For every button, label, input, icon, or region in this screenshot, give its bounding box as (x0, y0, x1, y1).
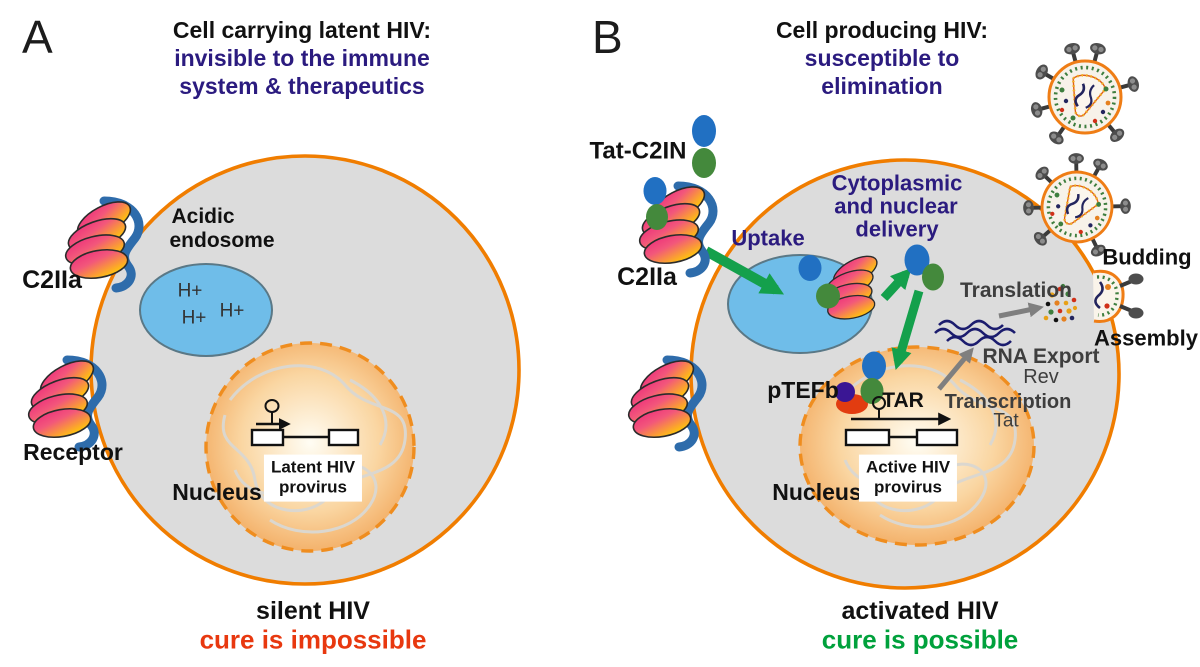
active-provirus-line1: Active HIV (865, 457, 951, 477)
cargo-green-oval (816, 283, 840, 309)
translation-label: Translation (959, 279, 1073, 303)
uptake-arrow (703, 246, 785, 295)
panel-b-title-line3: elimination (821, 73, 943, 100)
tat-c2in-dimer-icon (692, 115, 716, 178)
silent-hiv-label: silent HIV (256, 597, 370, 625)
active-provirus-diagram (844, 396, 959, 447)
rev-label: Rev (1023, 365, 1059, 388)
panel-b-title-line1: Cell producing HIV: (775, 17, 989, 44)
latent-provirus-line2: provirus (278, 478, 348, 497)
panel-b-title-line2: susceptible to (804, 45, 960, 72)
panel-a-letter: A (22, 11, 53, 63)
h-plus-label: H+ (181, 307, 207, 329)
nucleus-label-b: Nucleus (772, 479, 862, 506)
delivery-label-line2: and nuclear (834, 193, 958, 219)
virion-free-icon (1029, 41, 1140, 147)
active-provirus-box: Active HIV provirus (858, 454, 958, 502)
acidic-endosome-label-line2: endosome (169, 229, 275, 253)
uptake-label: Uptake (731, 225, 805, 251)
budding-label: Budding (1102, 244, 1192, 270)
active-provirus-line2: provirus (873, 478, 943, 497)
ptefb-complex-icon (835, 351, 886, 414)
receptor-label-a: Receptor (23, 439, 123, 466)
cargo-dimer-cytoplasm-icon (904, 244, 944, 291)
h-plus-label: H+ (177, 280, 203, 302)
cure-possible-label: cure is possible (821, 624, 1019, 655)
nuclear-delivery-arrow (891, 289, 924, 370)
tat-label: Tat (993, 410, 1019, 432)
c2iia-label-b: C2IIa (617, 263, 677, 291)
assembly-label: Assembly (1094, 325, 1198, 351)
tat-c2in-label: Tat-C2IN (589, 137, 687, 165)
acidic-endosome-label-line1: Acidic (171, 205, 235, 229)
tar-hairpin-b-loop (872, 396, 886, 410)
rna-export-arrow (937, 347, 974, 391)
ptefb-label: pTEFb (767, 377, 839, 404)
assembly-cluster-icon (1043, 283, 1078, 323)
cure-impossible-label: cure is impossible (199, 624, 427, 655)
rna-transcripts-icon (934, 319, 1016, 347)
toxin-in-endosome-icon (798, 249, 883, 323)
panel-a-title-line2: invisible to the immune (174, 45, 430, 72)
escape-arrow (880, 267, 912, 302)
delivery-label-line3: delivery (855, 216, 939, 242)
tar-hairpin-a-loop (264, 399, 280, 413)
cargo-blue-oval (798, 255, 822, 281)
c2iia-complex-b-icon (635, 177, 713, 273)
panel-b-letter: B (592, 11, 623, 63)
assembly-site-icon (1092, 269, 1144, 323)
nucleus-label-a: Nucleus (172, 479, 262, 506)
latent-provirus-box: Latent HIV provirus (263, 454, 363, 502)
h-plus-label: H+ (219, 300, 245, 322)
nucleus-a (204, 341, 416, 553)
receptor-complex-b-icon (624, 352, 702, 447)
tar-label: TAR (882, 389, 924, 413)
latent-provirus-line1: Latent HIV (270, 457, 356, 477)
receptor-complex-a-icon (24, 352, 102, 447)
transcription-label: Transcription (944, 390, 1072, 413)
activated-hiv-label: activated HIV (841, 597, 999, 625)
translation-arrow (998, 302, 1044, 319)
acidic-endosome-a (139, 263, 273, 357)
panel-a-title-line1: Cell carrying latent HIV: (172, 17, 432, 44)
panel-a-title-line3: system & therapeutics (179, 73, 425, 100)
latent-provirus-diagram (250, 399, 360, 447)
c2iia-label-a: C2IIa (22, 266, 82, 294)
delivery-label-line1: Cytoplasmic (831, 170, 963, 196)
rna-export-label: RNA Export (982, 345, 1100, 369)
